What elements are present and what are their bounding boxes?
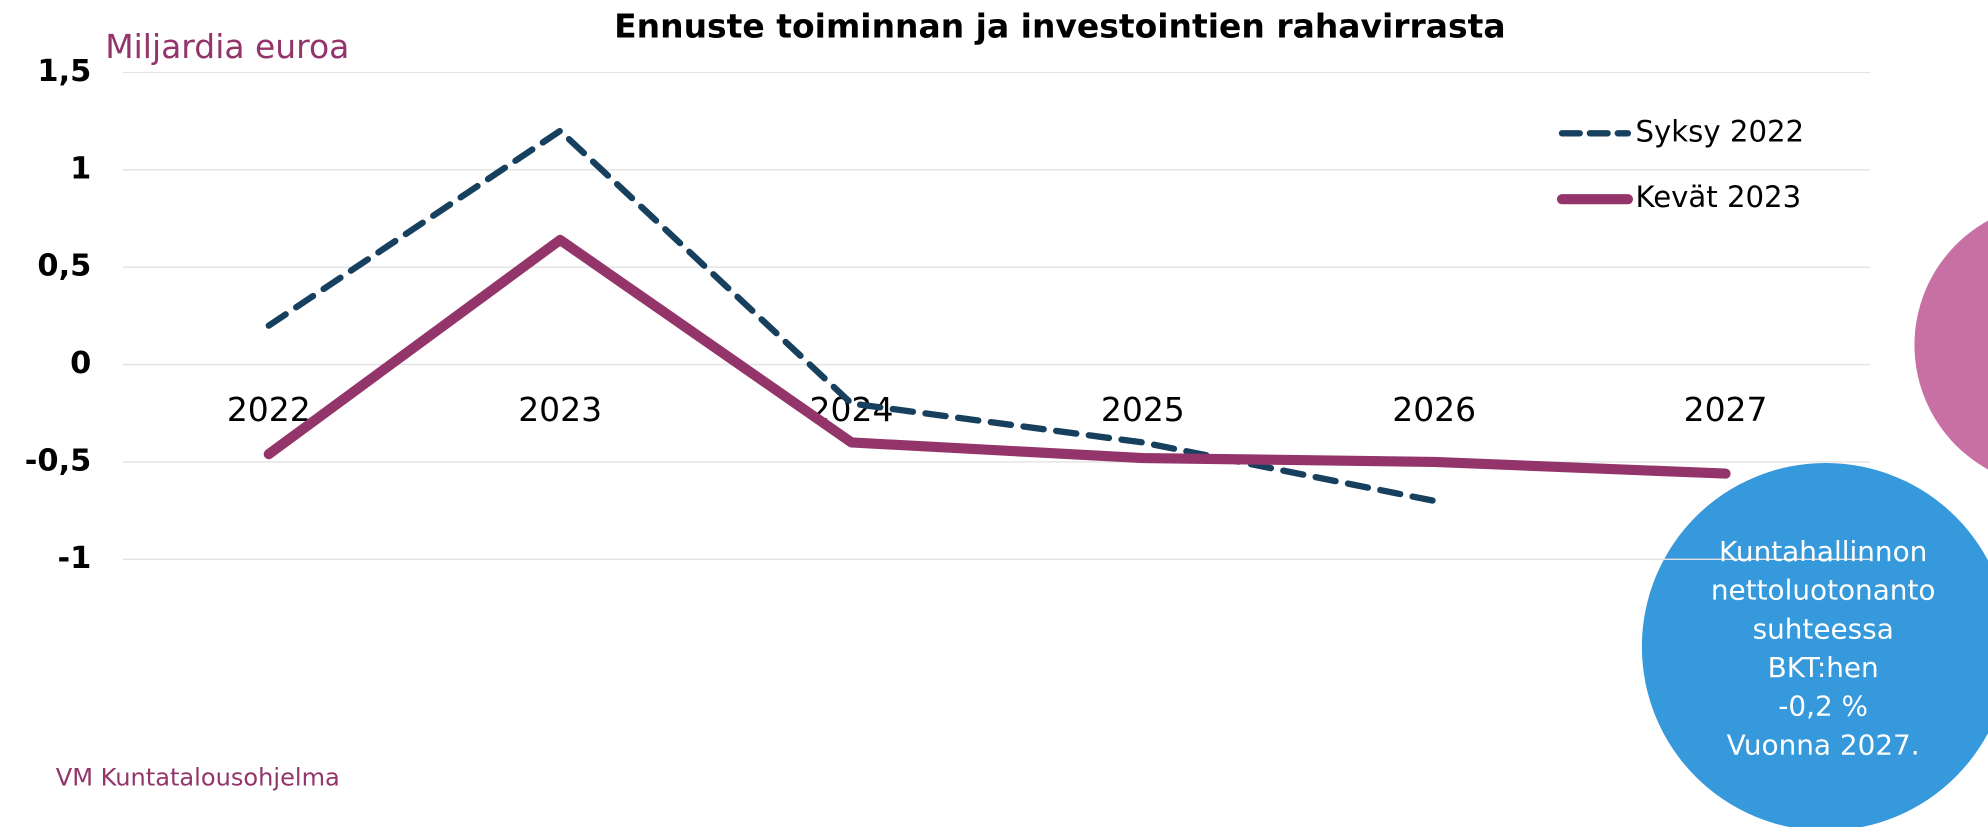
annotation-line: Kuntahallinnon [1719, 535, 1927, 568]
y-axis-label: Miljardia euroa [105, 27, 349, 66]
data-line [263, 234, 1731, 479]
decor-circle [1914, 220, 1988, 470]
legend-label: Kevät 2023 [1636, 180, 1802, 214]
x-tick-label: 2027 [1684, 390, 1768, 429]
y-tick-label: 1,5 [37, 54, 91, 89]
annotation-bubble [1641, 463, 1988, 831]
x-tick-label: 2022 [227, 390, 311, 429]
x-tick-label: 2026 [1392, 390, 1476, 429]
y-tick-label: -0,5 [25, 443, 91, 478]
chart-title: Ennuste toiminnan ja investointien rahav… [614, 7, 1505, 46]
y-tick-label: 0,5 [37, 249, 91, 284]
annotation-line: BKT:hen [1768, 651, 1879, 684]
y-tick-label: 1 [70, 151, 91, 186]
y-tick-label: 0 [70, 346, 91, 381]
legend-label: Syksy 2022 [1636, 114, 1805, 148]
annotation-line: -0,2 % [1778, 690, 1868, 723]
y-tick-label: -1 [58, 541, 92, 576]
x-tick-label: 2025 [1101, 390, 1185, 429]
x-tick-label: 2023 [518, 390, 602, 429]
annotation-line: nettoluotonanto [1711, 574, 1936, 607]
source: VM Kuntatalousohjelma [56, 764, 340, 792]
annotation-line: suhteessa [1753, 612, 1894, 645]
annotation-line: Vuonna 2027. [1727, 728, 1920, 761]
